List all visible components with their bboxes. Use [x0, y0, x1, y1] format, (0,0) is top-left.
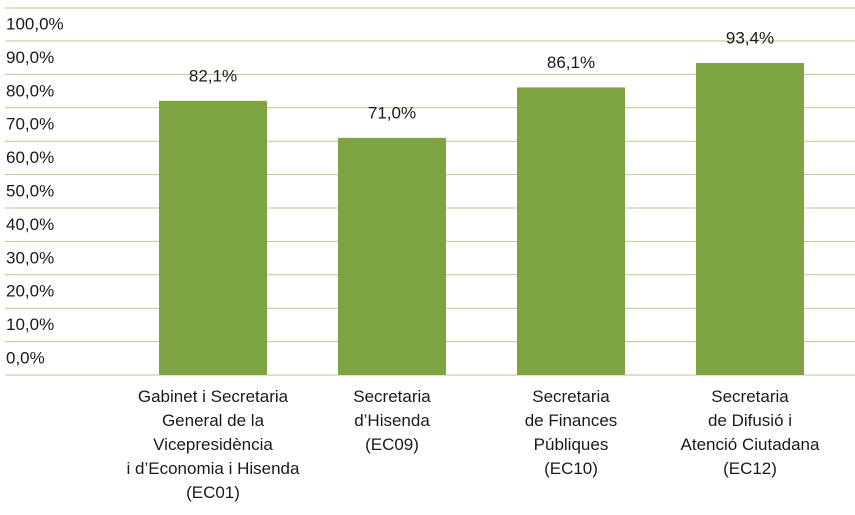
y-tick-label: 80,0%	[6, 81, 54, 100]
y-tick-label: 10,0%	[6, 315, 54, 334]
x-tick-label-line: de Difusió i	[708, 411, 792, 430]
x-tick-label: Secretaria d’Hisenda (EC09)	[353, 387, 431, 454]
value-label: 82,1%	[189, 66, 237, 85]
y-tick-label: 60,0%	[6, 148, 54, 167]
value-label: 71,0%	[368, 103, 416, 122]
x-tick-label-line: d’Hisenda	[354, 411, 430, 430]
x-tick-label: Gabinet i Secretaria General de la Vicepre…	[127, 387, 300, 502]
y-tick-label: 0,0%	[6, 348, 45, 367]
value-label: 93,4%	[726, 29, 774, 48]
y-tick-label: 90,0%	[6, 48, 54, 67]
x-tick-label-line: i d’Economia i Hisenda	[127, 459, 300, 478]
x-tick-label-line: Atenció Ciutadana	[681, 435, 820, 454]
y-tick-label: 100,0%	[6, 14, 64, 33]
x-tick-label-line: General de la	[162, 411, 265, 430]
x-tick-label-line: Secretaria	[532, 387, 610, 406]
x-tick-label-line: de Finances	[525, 411, 618, 430]
y-tick-label: 50,0%	[6, 181, 54, 200]
x-tick-label-line: (EC10)	[544, 459, 598, 478]
y-tick-label: 70,0%	[6, 115, 54, 134]
x-tick-label-line: (EC01)	[186, 483, 240, 502]
y-tick-label: 40,0%	[6, 215, 54, 234]
x-tick-label: Secretaria de Finances Públiques (EC10)	[525, 387, 618, 478]
x-tick-label: Secretaria de Difusió i Atenció Ciutadana (…	[681, 387, 820, 478]
bar	[696, 63, 804, 375]
x-tick-label-line: Públiques	[534, 435, 609, 454]
y-tick-label: 20,0%	[6, 282, 54, 301]
bar	[338, 137, 446, 375]
value-label: 86,1%	[547, 53, 595, 72]
x-tick-label-line: Gabinet i Secretaria	[138, 387, 289, 406]
x-tick-label-line: Vicepresidència	[153, 435, 273, 454]
x-tick-label-line: Secretaria	[353, 387, 431, 406]
bar	[517, 87, 625, 376]
x-tick-label-line: (EC09)	[365, 435, 419, 454]
x-tick-label-line: Secretaria	[711, 387, 789, 406]
x-tick-label-line: (EC12)	[723, 459, 777, 478]
y-tick-label: 30,0%	[6, 248, 54, 267]
bar	[159, 100, 267, 375]
